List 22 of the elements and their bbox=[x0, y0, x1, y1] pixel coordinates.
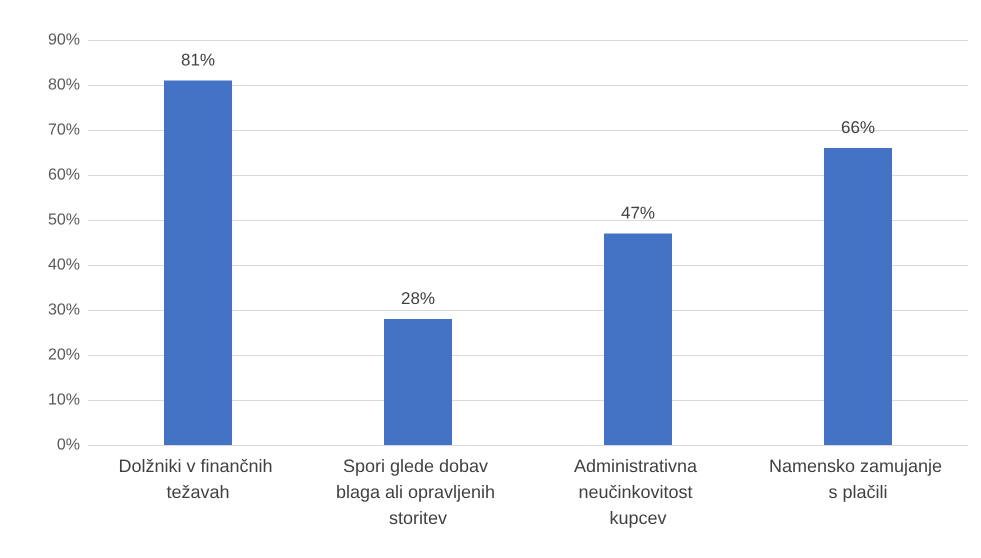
y-tick-label: 20% bbox=[48, 346, 80, 364]
x-tick-label: Dolžniki v finančnih težavah bbox=[118, 456, 278, 502]
bar bbox=[164, 80, 232, 445]
y-tick-label: 40% bbox=[48, 256, 80, 274]
y-tick-label: 70% bbox=[48, 122, 80, 138]
bar bbox=[384, 319, 452, 445]
data-label: 47% bbox=[620, 204, 656, 222]
x-tick-label: Spori glede dobav blaga ali opravljenih storitev bbox=[336, 456, 500, 528]
x-tick-label: Administrativna neučinkovitost kupcev bbox=[574, 456, 702, 528]
y-tick-label: 0% bbox=[56, 436, 80, 454]
y-tick-label: 90% bbox=[48, 32, 80, 48]
y-tick-label: 30% bbox=[48, 302, 80, 318]
y-tick-label: 10% bbox=[48, 392, 80, 408]
data-label: 81% bbox=[180, 50, 216, 70]
bar bbox=[604, 234, 672, 445]
x-tick-label: Namensko zamujanje s plačili bbox=[768, 456, 948, 502]
data-label: 28% bbox=[400, 289, 436, 308]
y-tick-label: 80% bbox=[48, 76, 80, 94]
bar bbox=[824, 148, 892, 445]
y-tick-label: 60% bbox=[48, 166, 80, 184]
data-label: 66% bbox=[840, 118, 876, 137]
y-tick-label: 50% bbox=[48, 212, 80, 228]
